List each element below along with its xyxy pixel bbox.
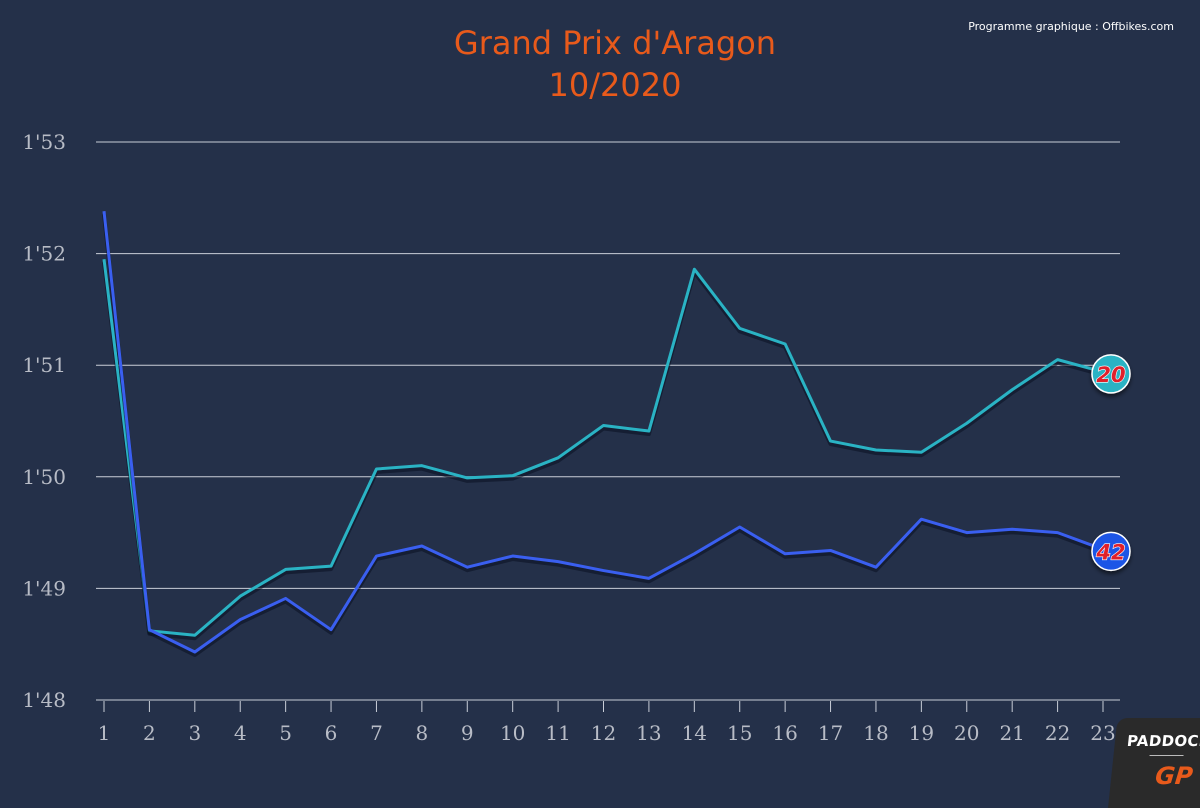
y-tick-label: 1'53 (22, 130, 66, 154)
rider-badge-circle (1091, 354, 1131, 394)
chart-credit: Programme graphique : Offbikes.com (968, 20, 1174, 33)
series-line-42 (102, 211, 1104, 654)
rider-badge-circle (1091, 531, 1131, 572)
x-tick-label: 3 (188, 721, 201, 745)
paddock-gp-logo: PADDOCK GP (1108, 718, 1200, 808)
series-line-shadow (102, 261, 1104, 641)
x-tick-label: 22 (1045, 721, 1070, 745)
x-tick-label: 16 (772, 721, 797, 745)
y-tick-label: 1'49 (22, 576, 66, 600)
x-tick-label: 19 (909, 721, 934, 745)
y-tick-label: 1'50 (22, 465, 66, 489)
x-tick-label: 14 (682, 721, 707, 745)
series-line-20 (102, 258, 1104, 637)
x-tick-label: 5 (279, 721, 292, 745)
x-tick-label: 10 (500, 721, 525, 745)
rider-number: 20 (1096, 363, 1125, 387)
x-tick-label: 6 (325, 721, 338, 745)
logo-divider (1149, 755, 1184, 756)
x-tick-label: 8 (415, 721, 428, 745)
logo-top-text: PADDOCK (1126, 732, 1200, 750)
y-tick-label: 1'51 (22, 353, 66, 377)
series-line-shadow (102, 213, 1104, 658)
x-tick-label: 11 (545, 721, 570, 745)
x-tick-label: 13 (636, 721, 661, 745)
x-tick-label: 7 (370, 721, 383, 745)
y-tick-label: 1'52 (22, 242, 66, 266)
x-tick-label: 2 (143, 721, 156, 745)
logo-bottom-text: GP (1153, 762, 1195, 790)
rider-number: 42 (1095, 540, 1125, 564)
x-tick-label: 17 (818, 721, 843, 745)
x-tick-label: 1 (98, 721, 111, 745)
x-tick-label: 15 (727, 721, 752, 745)
x-tick-label: 4 (234, 721, 247, 745)
x-tick-label: 9 (461, 721, 474, 745)
x-tick-label: 23 (1090, 721, 1115, 745)
rider-badge-42: 42 (1091, 531, 1131, 572)
chart-title: Grand Prix d'Aragon (453, 24, 777, 62)
x-tick-label: 12 (591, 721, 616, 745)
x-tick-label: 20 (954, 721, 979, 745)
y-tick-label: 1'48 (22, 688, 66, 712)
x-tick-label: 21 (999, 721, 1024, 745)
x-tick-label: 18 (863, 721, 888, 745)
rider-badge-20: 20 (1091, 354, 1131, 394)
chart-subtitle: 10/2020 (548, 66, 682, 104)
